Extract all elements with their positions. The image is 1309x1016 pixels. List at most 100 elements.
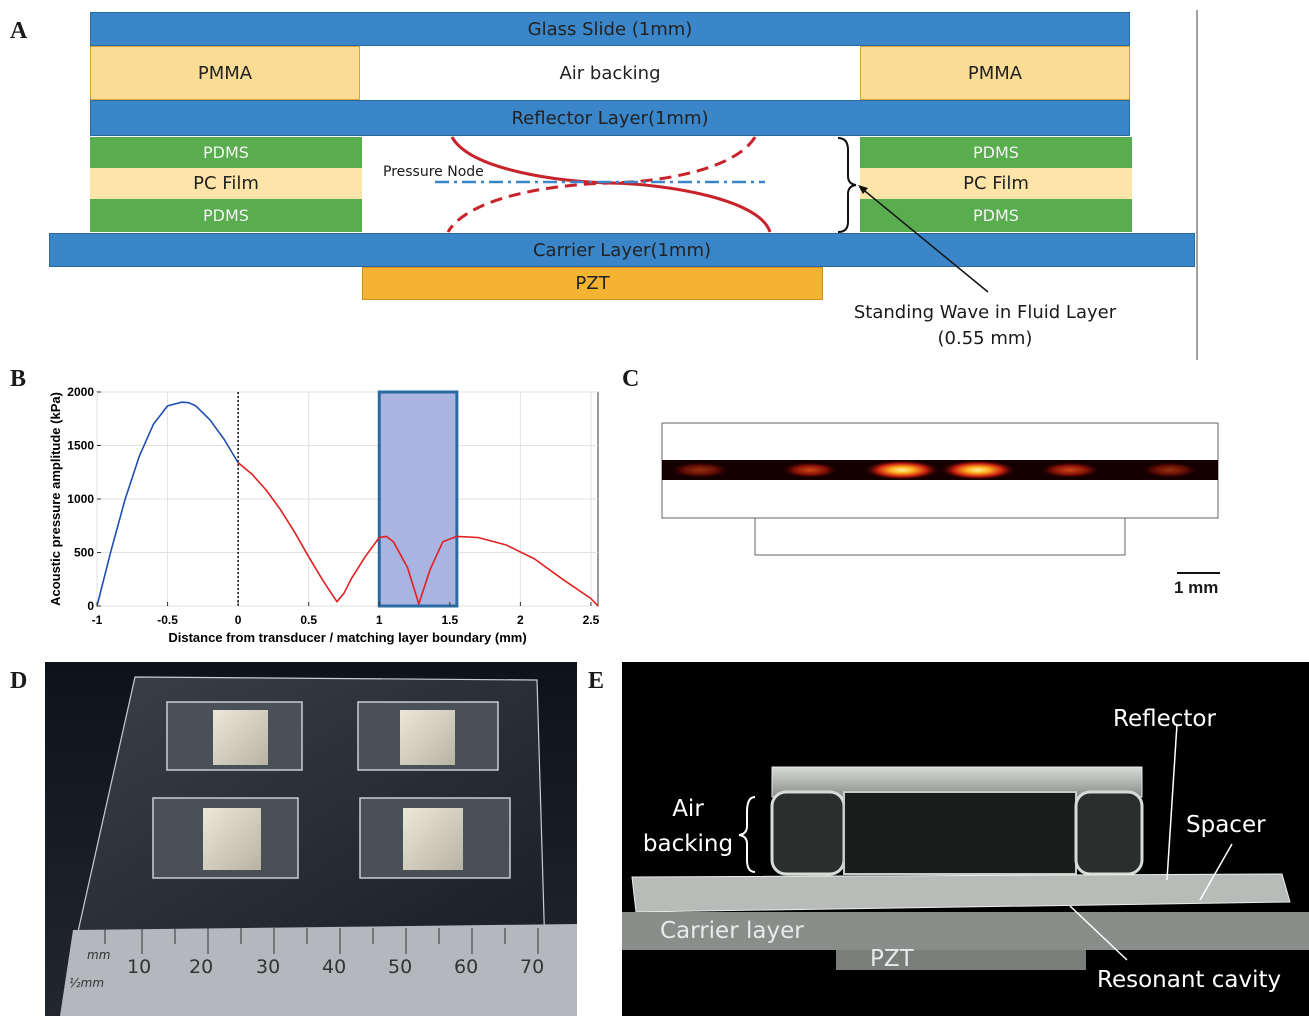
y-tick-label: 2000 xyxy=(67,385,94,399)
y-axis-label: Acoustic pressure amplitude (kPa) xyxy=(48,392,63,606)
air-chamber-right xyxy=(1074,790,1144,876)
pdms-top-left: PDMS xyxy=(90,137,362,168)
pdms-top-right-label: PDMS xyxy=(973,143,1019,162)
x-tick-label: 2.5 xyxy=(583,613,600,627)
x-tick-label: 0.5 xyxy=(300,613,317,627)
x-axis-label: Distance from transducer / matching laye… xyxy=(168,630,526,645)
pc-film-left-label: PC Film xyxy=(193,173,259,194)
pmma-left-layer: PMMA xyxy=(90,46,360,100)
pressure-hotspot xyxy=(864,460,940,480)
standing-wave-arrowhead xyxy=(858,185,868,194)
standing-wave-caption: Standing Wave in Fluid Layer (0.55 mm) xyxy=(850,300,1120,352)
x-tick-label: 2 xyxy=(517,613,524,627)
device-photo-drawing xyxy=(45,662,577,1016)
ruler-label-40: 40 xyxy=(322,956,347,978)
glass-slide-layer: Glass Slide (1mm) xyxy=(90,12,1130,46)
carrier-label: Carrier Layer(1mm) xyxy=(532,239,712,261)
device-photo: mm ½mm 10 20 30 40 50 60 70 xyxy=(45,662,577,1016)
series-line-1 xyxy=(96,401,239,607)
spacer-pointer xyxy=(1199,843,1233,901)
ruler-ticks xyxy=(104,928,539,954)
resonant-cavity-photo-label: Resonant cavity xyxy=(1097,967,1282,993)
glass-slide-label: Glass Slide (1mm) xyxy=(527,18,693,40)
chart-grid xyxy=(96,391,598,607)
x-tick-label: 1 xyxy=(376,613,383,627)
pressure-hotspot xyxy=(782,462,838,478)
ruler-label-70: 70 xyxy=(520,956,545,978)
pdms-bottom-right-label: PDMS xyxy=(973,206,1019,225)
ruler-label-20: 20 xyxy=(189,956,214,978)
ruler-label-30: 30 xyxy=(256,956,281,978)
standing-wave-caption-line1: Standing Wave in Fluid Layer xyxy=(853,302,1117,323)
pressure-node-label: Pressure Node xyxy=(383,164,484,180)
pzt-layer: PZT xyxy=(362,267,823,300)
ruler xyxy=(60,924,577,1016)
series-line-2 xyxy=(237,461,599,607)
device-unit-1 xyxy=(166,701,303,771)
pzt-photo-label: PZT xyxy=(870,946,914,972)
pdms-bottom-right: PDMS xyxy=(860,199,1132,232)
chart-series xyxy=(96,401,599,607)
panel-label-b: B xyxy=(10,366,27,392)
ruler-unit-top: mm xyxy=(87,948,111,962)
pressure-curve-solid xyxy=(450,136,772,233)
reflector-label: Reflector Layer(1mm) xyxy=(511,107,709,129)
device-side-drawing xyxy=(622,723,1309,970)
standing-wave-arrow xyxy=(859,186,989,293)
x-tick-label: -1 xyxy=(92,613,103,627)
y-tick-label: 500 xyxy=(74,546,94,560)
pdms-bottom-left-label: PDMS xyxy=(203,206,249,225)
pzt-element xyxy=(836,950,1086,970)
ruler-unit-bottom: ½mm xyxy=(69,976,105,990)
air-chamber-left xyxy=(770,790,846,876)
chart-ticks: -1 -0.5 0 0.5 1 1.5 2 2.5 0 500 1000 1500 2000 xyxy=(67,385,599,627)
x-tick-label: -0.5 xyxy=(157,613,178,627)
standing-wave-caption-line2: (0.55 mm) xyxy=(937,328,1033,349)
pmma-right-label: PMMA xyxy=(967,62,1023,84)
carrier-photo-label: Carrier layer xyxy=(660,918,804,944)
x-tick-label: 1.5 xyxy=(441,613,458,627)
spacer-photo-label: Spacer xyxy=(1186,812,1266,838)
panel-label-c: C xyxy=(622,366,640,392)
pressure-hotspot xyxy=(940,460,1016,480)
x-tick-label: 0 xyxy=(235,613,242,627)
panel-label-a: A xyxy=(10,18,28,44)
pmma-left-label: PMMA xyxy=(197,62,253,84)
pc-film-left: PC Film xyxy=(90,168,362,199)
pdms-bottom-left: PDMS xyxy=(90,199,362,232)
pressure-hotspot xyxy=(1040,462,1100,478)
reflector-pointer xyxy=(1166,723,1178,881)
y-tick-label: 0 xyxy=(87,599,94,613)
pressure-curve-dashed-top xyxy=(446,136,757,233)
pc-film-right-label: PC Film xyxy=(963,173,1029,194)
air-backing-bracket xyxy=(738,796,756,873)
air-chamber-center xyxy=(843,791,1077,875)
air-backing-region: Air backing xyxy=(360,46,860,100)
reflector-layer: Reflector Layer(1mm) xyxy=(90,100,1130,136)
y-tick-label: 1500 xyxy=(67,439,94,453)
ruler-label-50: 50 xyxy=(388,956,413,978)
device-side-photo: Reflector Air backing Spacer Carrier lay… xyxy=(622,662,1309,1016)
pzt-label: PZT xyxy=(575,273,610,294)
y-tick-label: 1000 xyxy=(67,492,94,506)
ruler-label-10: 10 xyxy=(127,956,152,978)
ruler-label-60: 60 xyxy=(454,956,479,978)
resonant-pointer xyxy=(1069,905,1128,961)
air-backing-photo-label: Air backing xyxy=(638,792,738,862)
standing-wave-diagram xyxy=(435,10,1198,360)
pmma-right-layer: PMMA xyxy=(860,46,1130,100)
fluid-bracket xyxy=(837,137,857,233)
reflector-photo-label: Reflector xyxy=(1113,706,1216,732)
pressure-hotspot xyxy=(1142,462,1198,478)
reflector-plate xyxy=(631,873,1291,913)
panel-label-e: E xyxy=(588,668,605,694)
air-backing-line1: Air xyxy=(672,796,704,822)
pressure-hotspot xyxy=(670,462,730,478)
acoustic-field-simulation xyxy=(661,422,1220,574)
carrier-layer: Carrier Layer(1mm) xyxy=(49,233,1195,267)
scale-bar-label: 1 mm xyxy=(1174,578,1219,597)
device-unit-2 xyxy=(357,701,499,771)
shaded-fluid-region xyxy=(377,390,459,608)
device-unit-3 xyxy=(152,797,299,879)
device-unit-4 xyxy=(359,797,511,879)
